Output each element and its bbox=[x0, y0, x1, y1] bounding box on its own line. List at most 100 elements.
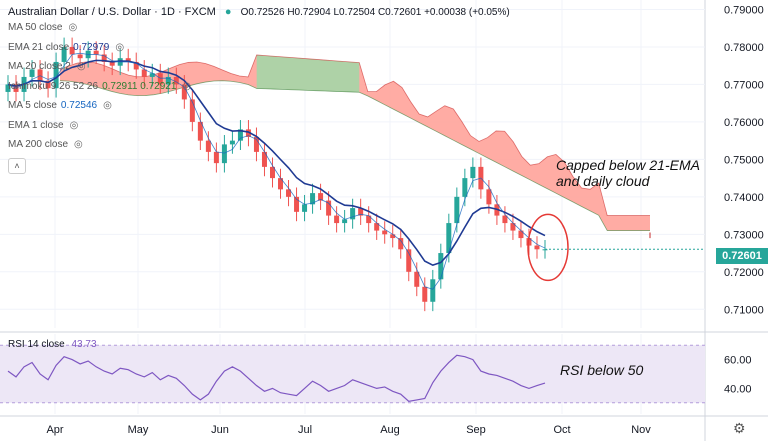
candle-body bbox=[374, 223, 380, 231]
time-tick-label: Jun bbox=[211, 424, 229, 436]
candle-body bbox=[534, 245, 540, 250]
candle-body bbox=[253, 136, 259, 152]
time-tick-label: Aug bbox=[380, 424, 400, 436]
candle-body bbox=[462, 178, 468, 197]
rsi-label[interactable]: RSI 14 close bbox=[8, 339, 65, 350]
candle-body bbox=[157, 73, 163, 85]
candle-body bbox=[334, 215, 340, 224]
eye-icon[interactable]: ◎ bbox=[182, 80, 192, 92]
cloud-annotation-line2: and daily cloud bbox=[556, 173, 650, 189]
candle-body bbox=[406, 249, 412, 272]
price-tick-label: 0.77000 bbox=[724, 79, 764, 91]
indicator-value: 0.72911 0.72921 bbox=[102, 80, 177, 92]
indicator-label: MA 5 close bbox=[8, 100, 57, 111]
candle-body bbox=[366, 215, 372, 224]
gear-icon[interactable]: ⚙ bbox=[733, 420, 746, 436]
indicator-row[interactable]: EMA 21 close 0.72979 ◎ bbox=[8, 42, 124, 53]
candle-body bbox=[518, 230, 524, 239]
indicator-label: MA 20 close 2 bbox=[8, 61, 71, 72]
candle-body bbox=[510, 223, 516, 231]
candle-body bbox=[237, 129, 243, 141]
price-tick-label: 0.71000 bbox=[724, 304, 764, 316]
candle-body bbox=[430, 279, 436, 302]
candle-body bbox=[141, 69, 147, 77]
time-tick-label: Nov bbox=[631, 424, 651, 436]
time-tick-label: Oct bbox=[553, 424, 570, 436]
eye-icon[interactable]: ◎ bbox=[103, 100, 112, 111]
candle-body bbox=[165, 76, 171, 85]
candle-body bbox=[69, 46, 75, 55]
candle-body bbox=[398, 238, 404, 250]
candle-body bbox=[197, 121, 203, 141]
indicator-value: 0.72979 bbox=[73, 41, 110, 53]
cloud-annotation: Capped below 21-EMA and daily cloud bbox=[556, 157, 700, 189]
candle-body bbox=[294, 196, 300, 212]
candle-body bbox=[189, 99, 195, 122]
price-pane bbox=[0, 0, 705, 328]
candle-body bbox=[286, 189, 292, 197]
candle-body bbox=[382, 230, 388, 235]
candle-body bbox=[181, 84, 187, 100]
eye-icon[interactable]: ◎ bbox=[74, 139, 83, 150]
candle-body bbox=[422, 286, 428, 302]
price-tick-label: 0.73000 bbox=[724, 229, 764, 241]
indicator-row[interactable]: MA 5 close 0.72546 ◎ bbox=[8, 100, 112, 111]
candle-body bbox=[173, 76, 179, 85]
candle-body bbox=[133, 61, 139, 70]
candle-body bbox=[37, 69, 43, 81]
time-tick-label: Jul bbox=[298, 424, 312, 436]
candle-body bbox=[502, 215, 508, 224]
indicator-label: MA 50 close bbox=[8, 22, 63, 33]
candle-body bbox=[542, 249, 548, 251]
candle-body bbox=[278, 178, 284, 190]
candle-body bbox=[101, 54, 107, 62]
candle-body bbox=[205, 140, 211, 152]
rsi-tick-label: 40.00 bbox=[724, 383, 752, 395]
rsi-value: 43.73 bbox=[71, 339, 97, 350]
candle-body bbox=[446, 223, 452, 254]
price-tick-label: 0.75000 bbox=[724, 154, 764, 166]
indicator-label: EMA 21 close bbox=[8, 41, 70, 53]
candle-body bbox=[53, 61, 59, 89]
eye-icon[interactable]: ◎ bbox=[69, 119, 79, 131]
candle-body bbox=[318, 193, 324, 201]
indicator-label: MA 200 close bbox=[8, 139, 69, 150]
candle-body bbox=[213, 151, 219, 164]
ichimoku-cloud-bull bbox=[256, 54, 360, 93]
candle-body bbox=[261, 151, 267, 167]
ema21-line bbox=[7, 59, 546, 267]
indicator-value: 0.72546 bbox=[60, 100, 98, 111]
indicator-row[interactable]: Ichimoku 9 26 52 26 0.72911 0.72921 ◎ bbox=[8, 81, 191, 92]
eye-icon[interactable]: ◎ bbox=[68, 22, 78, 33]
candle-body bbox=[245, 129, 251, 137]
price-tick-label: 0.76000 bbox=[724, 117, 764, 129]
indicator-label: EMA 1 close bbox=[8, 119, 64, 131]
indicator-row[interactable]: MA 50 close ◎ bbox=[8, 22, 77, 33]
price-tick-label: 0.79000 bbox=[724, 4, 764, 16]
candle-body bbox=[326, 200, 332, 216]
indicator-label: Ichimoku 9 26 52 26 bbox=[8, 80, 99, 92]
candle-body bbox=[310, 193, 316, 205]
rsi-tick-label: 60.00 bbox=[724, 355, 752, 367]
eye-icon[interactable]: ◎ bbox=[115, 41, 125, 53]
candle-body bbox=[486, 189, 492, 205]
price-tick-label: 0.74000 bbox=[724, 192, 764, 204]
indicator-row[interactable]: EMA 1 close ◎ bbox=[8, 120, 78, 131]
symbol-title[interactable]: Australian Dollar / U.S. Dollar · 1D · F… bbox=[8, 6, 216, 18]
candle-body bbox=[302, 204, 308, 212]
cloud-span-a bbox=[59, 54, 650, 216]
last-price-badge: 0.72601 bbox=[716, 248, 768, 264]
candle-body bbox=[221, 144, 227, 164]
candle-body bbox=[93, 50, 99, 55]
candle-body bbox=[77, 54, 83, 59]
ma5-line bbox=[7, 52, 546, 290]
chart-header: Australian Dollar / U.S. Dollar · 1D · F… bbox=[8, 6, 510, 18]
indicator-row[interactable]: MA 20 close 2 ◎ bbox=[8, 61, 86, 72]
candle-body bbox=[29, 69, 35, 77]
candle-body bbox=[454, 196, 460, 224]
eye-icon[interactable]: ◎ bbox=[76, 61, 86, 72]
candle-body bbox=[109, 61, 115, 66]
indicator-row[interactable]: MA 200 close ◎ bbox=[8, 139, 83, 150]
chevron-up-icon[interactable]: ˄ bbox=[8, 158, 26, 174]
candle-body bbox=[350, 208, 356, 220]
